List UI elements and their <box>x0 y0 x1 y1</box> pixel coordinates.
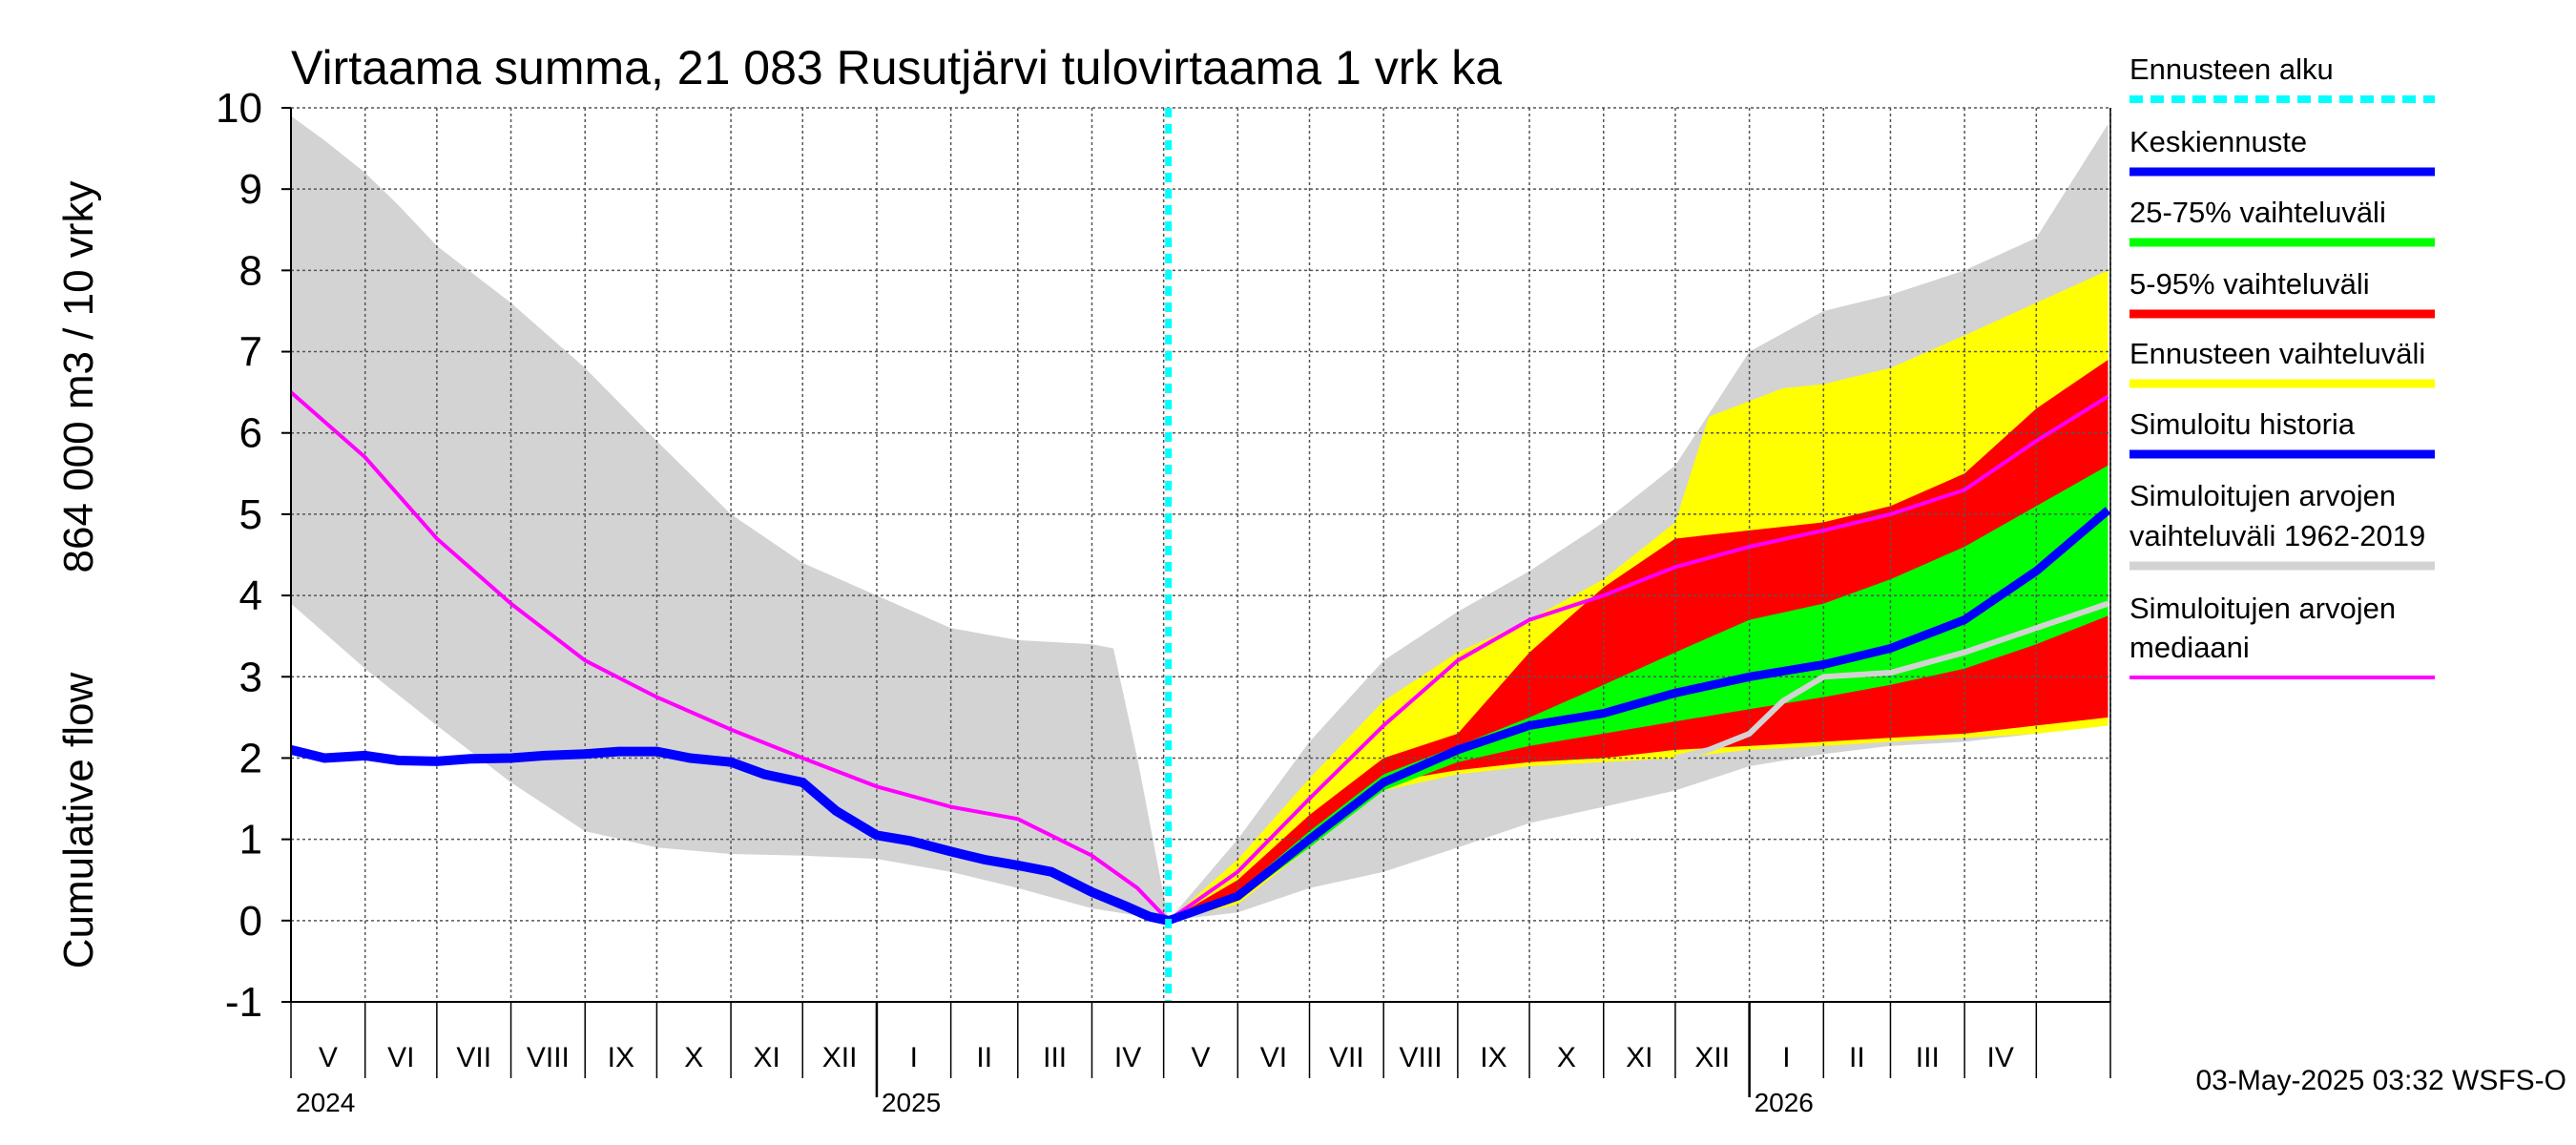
legend-label: Simuloitujen arvojen <box>2129 479 2396 512</box>
legend-label: vaihteluväli 1962-2019 <box>2129 519 2425 552</box>
x-month-label: IX <box>1480 1042 1506 1073</box>
x-month-label: VI <box>1260 1042 1287 1073</box>
x-month-label: VII <box>456 1042 491 1073</box>
legend: Ennusteen alku Keskiennuste 25-75% vaihtel… <box>2129 52 2435 679</box>
x-month-label: V <box>1191 1042 1210 1073</box>
x-month-label: XI <box>1626 1042 1652 1073</box>
x-year-label: 2026 <box>1755 1088 1814 1117</box>
y-tick-label: 5 <box>239 491 262 538</box>
x-month-label: VII <box>1329 1042 1364 1073</box>
x-month-label: IV <box>1114 1042 1141 1073</box>
legend-label: Ennusteen alku <box>2129 52 2334 86</box>
y-tick-label: 8 <box>239 247 262 294</box>
y-axis-label-line-2: 864 000 m3 / 10 vrky <box>55 181 102 573</box>
y-tick-label: 3 <box>239 654 262 700</box>
y-tick-label: 2 <box>239 735 262 781</box>
y-tick-label: 7 <box>239 329 262 376</box>
x-month-label: IV <box>1987 1042 2014 1073</box>
x-month-label: I <box>1782 1042 1790 1073</box>
x-month-label: X <box>1557 1042 1576 1073</box>
legend-label: Simuloitujen arvojen <box>2129 592 2396 625</box>
historical-median-future-line <box>1674 600 2109 761</box>
x-month-label: II <box>1849 1042 1865 1073</box>
x-axis: V VI VII VIII IX X XI XII I II III IV V VI VII VIII IX X X… <box>290 1002 2111 1117</box>
y-axis-label-line-1: Cumulative flow <box>55 673 102 969</box>
plot-lines <box>289 108 2111 1003</box>
legend-label: 5-95% vaihteluväli <box>2129 267 2370 301</box>
range-5-95-area <box>1168 360 2109 921</box>
footer-timestamp: 03-May-2025 03:32 WSFS-O <box>2196 1065 2567 1096</box>
x-month-label: IX <box>608 1042 634 1073</box>
y-axis: -1 0 1 2 3 4 5 6 7 8 9 10 <box>216 85 291 1026</box>
x-month-label: XII <box>822 1042 858 1073</box>
legend-label: mediaani <box>2129 631 2250 664</box>
y-axis-label: Cumulative flow 864 000 m3 / 10 vrky <box>55 181 102 969</box>
x-year-label: 2025 <box>882 1088 941 1117</box>
y-tick-label: 6 <box>239 410 262 457</box>
x-month-label: VIII <box>527 1042 570 1073</box>
legend-label: Simuloitu historia <box>2129 407 2356 441</box>
median-line-forecast <box>1167 394 2109 923</box>
x-month-label: III <box>1043 1042 1067 1073</box>
historical-range-area <box>291 115 1169 921</box>
forecast-mean-line <box>1167 507 2111 926</box>
x-month-label: XII <box>1694 1042 1730 1073</box>
x-month-label: VI <box>387 1042 414 1073</box>
y-tick-label: 4 <box>239 572 262 619</box>
plot-fills <box>291 115 2109 921</box>
x-month-label: II <box>976 1042 992 1073</box>
legend-label: 25-75% vaihteluväli <box>2129 196 2386 229</box>
x-month-label: III <box>1916 1042 1940 1073</box>
y-tick-label: 9 <box>239 166 262 213</box>
simulated-history-line <box>289 745 1170 926</box>
x-month-label: I <box>910 1042 918 1073</box>
y-tick-label: 1 <box>239 817 262 864</box>
legend-label: Keskiennuste <box>2129 125 2307 158</box>
x-year-label: 2024 <box>296 1088 355 1117</box>
y-tick-label: 10 <box>216 85 262 132</box>
y-tick-label: 0 <box>239 898 262 945</box>
historical-median-line <box>289 390 1171 923</box>
x-month-label: VIII <box>1400 1042 1443 1073</box>
x-month-label: XI <box>753 1042 779 1073</box>
chart-title: Virtaama summa, 21 083 Rusutjärvi tulovi… <box>291 41 1502 94</box>
range-25-75-area <box>1168 465 2109 921</box>
legend-label: Ennusteen vaihteluväli <box>2129 337 2425 370</box>
x-month-label: X <box>684 1042 703 1073</box>
x-month-label: V <box>319 1042 338 1073</box>
y-tick-label: -1 <box>225 979 262 1026</box>
